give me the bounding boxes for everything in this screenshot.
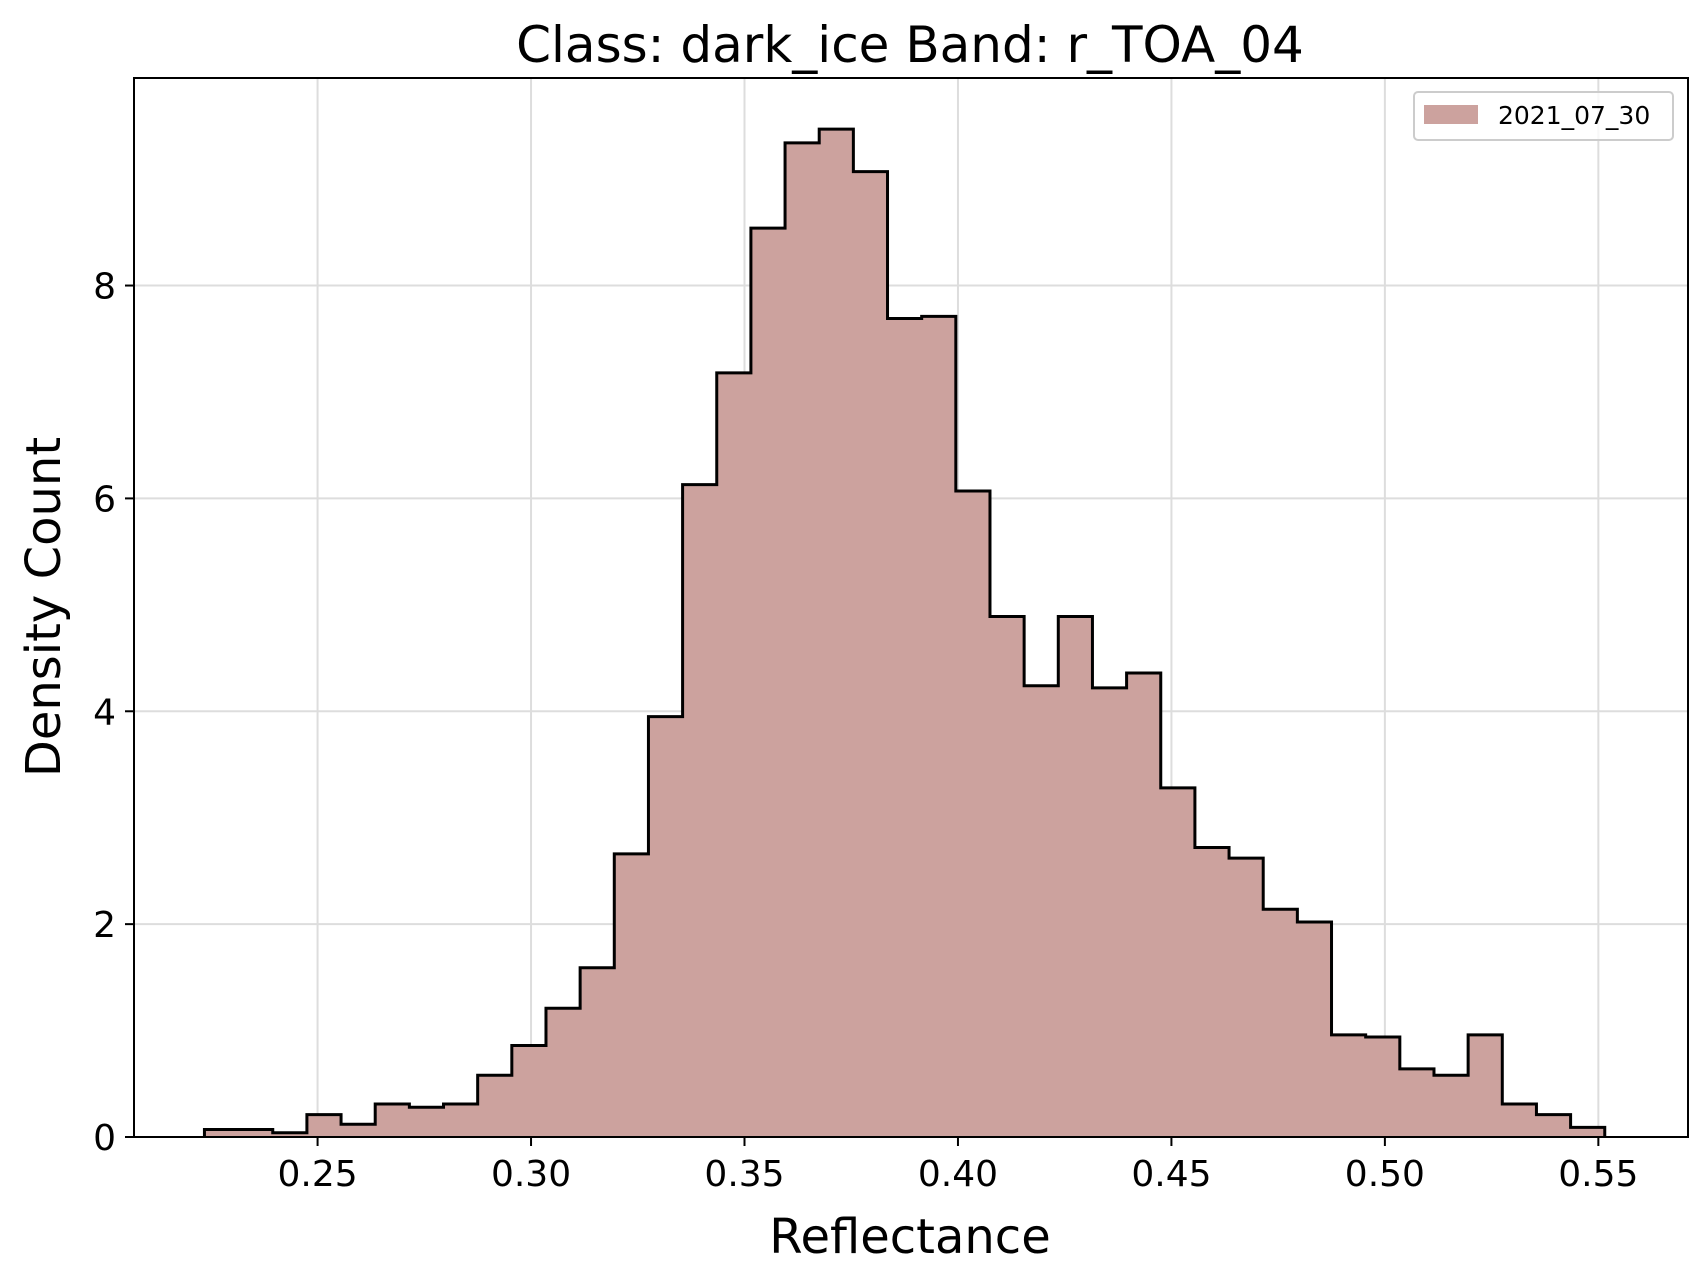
x-tick-label: 0.45	[1131, 1154, 1211, 1195]
axis-ticks: 0.25 0.30 0.35 0.40 0.45 0.50 0.55 0 2 4 6 8	[93, 267, 1638, 1195]
histogram-bar	[1024, 685, 1059, 1137]
y-tick-label: 6	[93, 479, 116, 520]
legend-swatch	[1424, 105, 1478, 124]
y-tick-label: 4	[93, 692, 116, 733]
histogram-bar	[375, 1104, 410, 1137]
histogram-bar	[887, 318, 923, 1137]
legend: 2021_07_30	[1413, 91, 1674, 141]
histogram-bar	[1126, 672, 1162, 1137]
histogram-bar	[580, 967, 615, 1137]
histogram-bar	[648, 716, 684, 1137]
histogram-bar	[1433, 1075, 1469, 1137]
histogram-bar	[1058, 616, 1094, 1137]
histogram-bar	[204, 1129, 240, 1137]
histogram-bar	[1536, 1114, 1572, 1137]
y-tick-label: 8	[93, 267, 116, 308]
histogram-bar	[409, 1107, 445, 1137]
histogram-bar	[1092, 687, 1128, 1137]
histogram-bar	[443, 1104, 479, 1137]
histogram-bar	[1297, 922, 1333, 1137]
x-axis-label: Reflectance	[769, 1209, 1050, 1265]
histogram-bar	[511, 1045, 547, 1137]
histogram-bar	[955, 490, 991, 1137]
histogram-bar	[306, 1114, 342, 1137]
histogram-bar	[1263, 909, 1298, 1137]
histogram-bar	[1160, 787, 1196, 1137]
histogram-bar	[238, 1129, 274, 1137]
histogram-bar	[1194, 847, 1230, 1137]
legend-label: 2021_07_30	[1498, 101, 1650, 130]
histogram-bar	[750, 228, 786, 1138]
y-axis-label: Density Count	[16, 437, 72, 777]
histogram-bar	[1502, 1104, 1538, 1137]
histogram-bar	[1331, 1034, 1367, 1137]
legend-box	[1413, 91, 1674, 141]
histogram-bar	[989, 616, 1025, 1137]
histogram-bar	[1468, 1034, 1503, 1137]
histogram-bar	[341, 1124, 376, 1137]
histogram-bar	[819, 129, 854, 1138]
chart-title: Class: dark_ice Band: r_TOA_04	[516, 16, 1304, 74]
x-tick-label: 0.40	[918, 1154, 998, 1195]
plot-frame	[133, 77, 1689, 1138]
histogram-bar	[682, 484, 718, 1137]
x-tick-label: 0.35	[704, 1154, 784, 1195]
histogram-bar	[1365, 1036, 1401, 1137]
histogram-bar	[1570, 1127, 1606, 1137]
y-tick-label: 2	[93, 905, 116, 946]
x-tick-label: 0.50	[1345, 1154, 1425, 1195]
histogram-bar	[853, 171, 889, 1138]
plot-area: 0.25 0.30 0.35 0.40 0.45 0.50 0.55 0 2 4 6 8	[93, 77, 1689, 1195]
histogram-step-outline	[202, 127, 1607, 1137]
histogram-bar	[921, 316, 957, 1137]
x-tick-label: 0.25	[277, 1154, 357, 1195]
x-tick-label: 0.55	[1558, 1154, 1638, 1195]
histogram-bar	[1229, 858, 1264, 1137]
y-tick-label: 0	[93, 1118, 116, 1159]
histogram-bar	[545, 1008, 581, 1137]
histogram-bar	[477, 1075, 513, 1137]
histogram-bar	[716, 372, 752, 1137]
x-tick-label: 0.30	[491, 1154, 571, 1195]
histogram-bar	[614, 853, 650, 1137]
histogram-bar	[785, 142, 820, 1138]
histogram-bar	[272, 1132, 308, 1137]
histogram-bar	[1399, 1068, 1435, 1137]
histogram-bars	[204, 129, 1606, 1138]
